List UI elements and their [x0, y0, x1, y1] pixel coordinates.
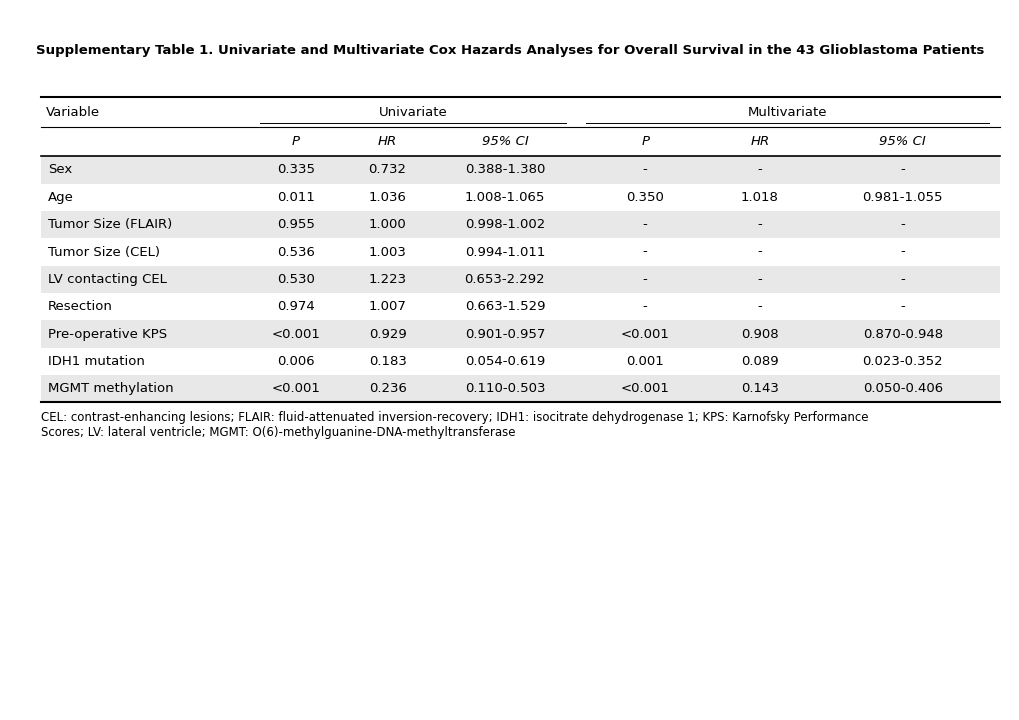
Text: LV contacting CEL: LV contacting CEL: [48, 273, 167, 286]
Text: 1.008-1.065: 1.008-1.065: [465, 191, 544, 204]
Text: Age: Age: [48, 191, 73, 204]
Text: 0.653-2.292: 0.653-2.292: [464, 273, 545, 286]
Bar: [41, 211, 999, 238]
Text: 0.908: 0.908: [741, 328, 777, 341]
Text: HR: HR: [378, 135, 396, 148]
Text: 0.023-0.352: 0.023-0.352: [861, 355, 943, 368]
Text: 0.929: 0.929: [368, 328, 407, 341]
Text: IDH1 mutation: IDH1 mutation: [48, 355, 145, 368]
Text: -: -: [757, 246, 761, 258]
Bar: [41, 320, 999, 348]
Text: 0.901-0.957: 0.901-0.957: [465, 328, 544, 341]
Text: -: -: [757, 273, 761, 286]
Text: 0.994-1.011: 0.994-1.011: [465, 246, 544, 258]
Text: 0.236: 0.236: [368, 382, 407, 395]
Text: 0.663-1.529: 0.663-1.529: [465, 300, 544, 313]
Text: 0.955: 0.955: [276, 218, 315, 231]
Text: -: -: [642, 218, 647, 231]
Bar: [41, 156, 999, 184]
Text: 0.050-0.406: 0.050-0.406: [862, 382, 942, 395]
Text: -: -: [900, 246, 904, 258]
Text: 0.143: 0.143: [740, 382, 779, 395]
Text: 1.000: 1.000: [368, 218, 407, 231]
Text: -: -: [642, 163, 647, 176]
Text: 0.870-0.948: 0.870-0.948: [862, 328, 942, 341]
Text: P: P: [291, 135, 300, 148]
Text: 0.732: 0.732: [368, 163, 407, 176]
Text: Sex: Sex: [48, 163, 72, 176]
Text: 0.350: 0.350: [626, 191, 663, 204]
Text: <0.001: <0.001: [621, 382, 668, 395]
Text: 0.530: 0.530: [276, 273, 315, 286]
Text: CEL: contrast-enhancing lesions; FLAIR: fluid-attenuated inversion-recovery; IDH: CEL: contrast-enhancing lesions; FLAIR: …: [41, 411, 867, 439]
Text: 1.036: 1.036: [368, 191, 407, 204]
Text: 1.018: 1.018: [740, 191, 779, 204]
Text: 0.089: 0.089: [741, 355, 777, 368]
Text: -: -: [642, 273, 647, 286]
Text: 0.110-0.503: 0.110-0.503: [465, 382, 544, 395]
Text: 0.974: 0.974: [276, 300, 315, 313]
Text: Variable: Variable: [46, 106, 100, 119]
Text: 0.981-1.055: 0.981-1.055: [862, 191, 942, 204]
Text: -: -: [900, 300, 904, 313]
Text: 1.003: 1.003: [368, 246, 407, 258]
Text: 0.998-1.002: 0.998-1.002: [465, 218, 544, 231]
Text: <0.001: <0.001: [271, 328, 320, 341]
Text: 0.536: 0.536: [276, 246, 315, 258]
Text: Supplementary Table 1. Univariate and Multivariate Cox Hazards Analyses for Over: Supplementary Table 1. Univariate and Mu…: [36, 44, 983, 57]
Text: P: P: [641, 135, 648, 148]
Text: 0.054-0.619: 0.054-0.619: [465, 355, 544, 368]
Text: Tumor Size (FLAIR): Tumor Size (FLAIR): [48, 218, 172, 231]
Text: -: -: [757, 163, 761, 176]
Text: 0.001: 0.001: [626, 355, 663, 368]
Text: Multivariate: Multivariate: [748, 106, 826, 119]
Text: 0.011: 0.011: [276, 191, 315, 204]
Text: 95% CI: 95% CI: [481, 135, 528, 148]
Text: 95% CI: 95% CI: [878, 135, 925, 148]
Text: Pre-operative KPS: Pre-operative KPS: [48, 328, 167, 341]
Text: -: -: [757, 218, 761, 231]
Text: <0.001: <0.001: [621, 328, 668, 341]
Text: 1.007: 1.007: [368, 300, 407, 313]
Text: -: -: [642, 246, 647, 258]
Text: -: -: [642, 300, 647, 313]
Text: <0.001: <0.001: [271, 382, 320, 395]
Text: Resection: Resection: [48, 300, 113, 313]
Text: 0.335: 0.335: [276, 163, 315, 176]
Text: 1.223: 1.223: [368, 273, 407, 286]
Text: Tumor Size (CEL): Tumor Size (CEL): [48, 246, 160, 258]
Bar: [41, 375, 999, 402]
Text: 0.183: 0.183: [368, 355, 407, 368]
Text: -: -: [900, 163, 904, 176]
Text: MGMT methylation: MGMT methylation: [48, 382, 173, 395]
Bar: [41, 266, 999, 293]
Text: Univariate: Univariate: [378, 106, 447, 119]
Text: -: -: [900, 273, 904, 286]
Text: HR: HR: [750, 135, 768, 148]
Text: 0.006: 0.006: [277, 355, 314, 368]
Text: -: -: [900, 218, 904, 231]
Text: 0.388-1.380: 0.388-1.380: [465, 163, 544, 176]
Text: -: -: [757, 300, 761, 313]
